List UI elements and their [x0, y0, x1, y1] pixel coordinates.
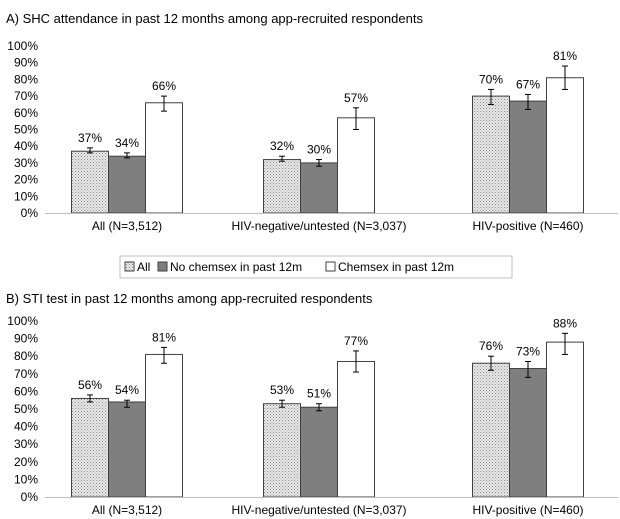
- legend: All No chemsex in past 12m Chemsex in pa…: [119, 255, 513, 279]
- y-tick-label: 40%: [14, 420, 38, 434]
- y-tick-label: 30%: [14, 437, 38, 451]
- y-tick-label: 50%: [14, 123, 38, 137]
- data-label: 81%: [152, 330, 176, 344]
- bar-all: [472, 362, 510, 498]
- data-label: 34%: [115, 136, 139, 150]
- bar-no-chemsex: [300, 406, 338, 498]
- legend-label-no-chemsex: No chemsex in past 12m: [170, 260, 302, 274]
- y-tick-label: 90%: [14, 56, 38, 70]
- y-tick-label: 70%: [14, 89, 38, 103]
- x-category-label: HIV-negative/untested (N=3,037): [231, 219, 406, 233]
- data-label: 30%: [307, 143, 331, 157]
- y-tick-label: 100%: [7, 39, 38, 53]
- data-label: 51%: [307, 387, 331, 401]
- bar-no-chemsex: [108, 401, 146, 498]
- legend-box: [119, 255, 513, 279]
- y-tick-label: 10%: [14, 189, 38, 203]
- data-label: 56%: [78, 378, 102, 392]
- chart-a-plot: 0% 10% 20% 30% 40% 50% 60% 70% 80% 90% 100% 37% 32% 7…: [7, 39, 618, 233]
- y-tick-label: 20%: [14, 455, 38, 469]
- y-tick-label: 80%: [14, 72, 38, 86]
- bar-no-chemsex: [300, 162, 338, 214]
- bar-all: [263, 159, 301, 214]
- bar-no-chemsex: [509, 100, 547, 214]
- data-label: 88%: [553, 316, 577, 330]
- y-tick-label: 90%: [14, 332, 38, 346]
- data-label: 70%: [479, 72, 503, 86]
- legend-swatch-all: [124, 261, 135, 272]
- x-category-label: HIV-positive (N=460): [472, 503, 583, 517]
- data-label: 54%: [115, 383, 139, 397]
- data-label: 32%: [270, 139, 294, 153]
- legend-swatch-no-chemsex: [157, 261, 168, 272]
- bar-no-chemsex: [509, 368, 547, 498]
- data-label: 76%: [479, 339, 503, 353]
- data-label: 81%: [553, 49, 577, 63]
- y-tick-label: 50%: [14, 402, 38, 416]
- legend-label-chemsex: Chemsex in past 12m: [338, 260, 454, 274]
- bar-all: [472, 95, 510, 214]
- x-category-label: All (N=3,512): [92, 503, 162, 517]
- chart-a-title: A) SHC attendance in past 12 months amon…: [6, 11, 423, 26]
- bar-all: [71, 150, 109, 214]
- chart-b-title: B) STI test in past 12 months among app-…: [6, 291, 373, 306]
- legend-swatch-chemsex: [325, 261, 336, 272]
- bar-chemsex: [337, 117, 375, 214]
- bar-chemsex: [546, 341, 584, 498]
- y-tick-label: 20%: [14, 173, 38, 187]
- data-label: 37%: [78, 131, 102, 145]
- x-category-label: HIV-positive (N=460): [472, 219, 583, 233]
- y-tick-label: 10%: [14, 472, 38, 486]
- data-label: 73%: [516, 344, 540, 358]
- data-label: 77%: [344, 334, 368, 348]
- y-tick-label: 60%: [14, 106, 38, 120]
- legend-label-all: All: [137, 260, 150, 274]
- x-category-label: All (N=3,512): [92, 219, 162, 233]
- y-tick-label: 30%: [14, 156, 38, 170]
- x-category-label: HIV-negative/untested (N=3,037): [231, 503, 406, 517]
- data-label: 67%: [516, 77, 540, 91]
- data-label: 53%: [270, 383, 294, 397]
- y-tick-label: 40%: [14, 139, 38, 153]
- bar-chemsex: [145, 102, 183, 214]
- chart-b-plot: 0% 10% 20% 30% 40% 50% 60% 70% 80% 90% 100% 56% 53% 7…: [7, 314, 618, 517]
- bar-no-chemsex: [108, 155, 146, 214]
- y-tick-label: 70%: [14, 367, 38, 381]
- y-tick-label: 100%: [7, 314, 38, 328]
- y-tick-label: 80%: [14, 349, 38, 363]
- bar-chemsex: [337, 360, 375, 498]
- bar-chemsex: [546, 77, 584, 214]
- y-tick-label: 60%: [14, 384, 38, 398]
- y-tick-label: 0%: [21, 490, 39, 504]
- bar-all: [263, 403, 301, 498]
- bar-all: [71, 397, 109, 498]
- data-label: 66%: [152, 79, 176, 93]
- data-label: 57%: [344, 91, 368, 105]
- bar-chemsex: [145, 353, 183, 498]
- y-tick-label: 0%: [21, 206, 39, 220]
